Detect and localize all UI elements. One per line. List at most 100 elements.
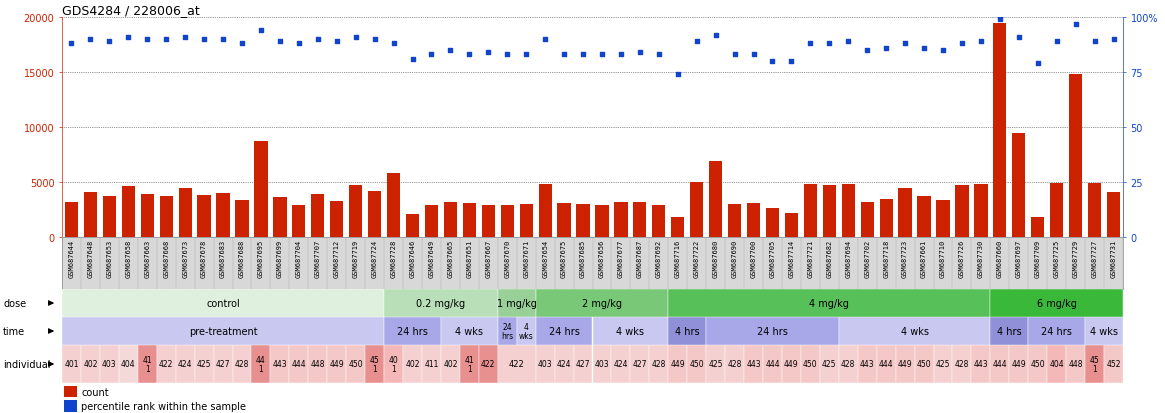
Text: 403: 403 bbox=[594, 360, 609, 369]
Text: percentile rank within the sample: percentile rank within the sample bbox=[82, 401, 246, 411]
Bar bbox=[103, 197, 117, 237]
Text: 448: 448 bbox=[311, 360, 325, 369]
Text: GSM687667: GSM687667 bbox=[486, 239, 492, 277]
Bar bbox=[1029, 345, 1047, 383]
Bar bbox=[176, 345, 195, 383]
Bar bbox=[706, 317, 839, 345]
Bar bbox=[917, 197, 931, 237]
Text: GSM687700: GSM687700 bbox=[750, 239, 756, 277]
Bar bbox=[536, 345, 555, 383]
Bar bbox=[669, 289, 990, 317]
Bar bbox=[877, 345, 896, 383]
Text: GSM687646: GSM687646 bbox=[410, 239, 416, 277]
Text: GSM687721: GSM687721 bbox=[807, 239, 813, 277]
Bar bbox=[1047, 345, 1066, 383]
Text: GSM687731: GSM687731 bbox=[1110, 239, 1116, 277]
Bar bbox=[990, 345, 1009, 383]
Bar bbox=[1085, 345, 1104, 383]
Bar bbox=[254, 142, 268, 237]
Text: 425: 425 bbox=[822, 360, 836, 369]
Text: 443: 443 bbox=[747, 360, 761, 369]
Text: 4 mg/kg: 4 mg/kg bbox=[810, 298, 849, 308]
Text: GSM687697: GSM687697 bbox=[1016, 239, 1022, 277]
Bar bbox=[744, 345, 763, 383]
Point bbox=[650, 52, 669, 59]
Bar bbox=[233, 345, 252, 383]
Text: 427: 427 bbox=[576, 360, 591, 369]
Point bbox=[726, 52, 744, 59]
Text: GSM687692: GSM687692 bbox=[656, 239, 662, 277]
Bar bbox=[62, 345, 80, 383]
Text: GSM687658: GSM687658 bbox=[126, 239, 132, 277]
Point bbox=[782, 59, 800, 65]
Text: GSM687723: GSM687723 bbox=[902, 239, 908, 277]
Bar bbox=[497, 289, 536, 317]
Bar bbox=[497, 317, 517, 345]
Bar bbox=[100, 345, 119, 383]
Bar bbox=[213, 345, 233, 383]
Point bbox=[612, 52, 630, 59]
Text: 449: 449 bbox=[670, 360, 685, 369]
Bar bbox=[861, 202, 874, 237]
Text: 425: 425 bbox=[197, 360, 211, 369]
Text: GSM687677: GSM687677 bbox=[617, 239, 624, 277]
Text: GSM687710: GSM687710 bbox=[940, 239, 946, 277]
Bar bbox=[804, 185, 817, 237]
Bar bbox=[536, 317, 593, 345]
Text: GSM687709: GSM687709 bbox=[1035, 239, 1040, 277]
Bar bbox=[990, 317, 1029, 345]
Text: 450: 450 bbox=[917, 360, 931, 369]
Bar bbox=[536, 289, 669, 317]
Text: 411: 411 bbox=[424, 360, 439, 369]
Bar bbox=[652, 206, 665, 237]
Bar bbox=[634, 202, 647, 237]
Point bbox=[403, 56, 422, 63]
Point bbox=[422, 52, 440, 59]
Bar bbox=[217, 194, 230, 237]
Bar bbox=[292, 206, 305, 237]
Text: GSM687651: GSM687651 bbox=[466, 239, 472, 277]
Bar bbox=[765, 209, 779, 237]
Bar bbox=[365, 345, 384, 383]
Text: GSM687704: GSM687704 bbox=[296, 239, 302, 277]
Bar bbox=[593, 317, 669, 345]
Point bbox=[839, 39, 857, 45]
Text: 425: 425 bbox=[935, 360, 951, 369]
Bar bbox=[820, 345, 839, 383]
Text: GSM687671: GSM687671 bbox=[523, 239, 529, 277]
Text: 450: 450 bbox=[803, 360, 818, 369]
Bar bbox=[555, 345, 573, 383]
Text: GSM687670: GSM687670 bbox=[504, 239, 510, 277]
Bar bbox=[800, 345, 820, 383]
Point bbox=[896, 41, 915, 47]
Point bbox=[1029, 61, 1047, 67]
Bar bbox=[1066, 345, 1085, 383]
Bar bbox=[178, 188, 192, 237]
Bar bbox=[403, 345, 422, 383]
Point bbox=[536, 37, 555, 43]
Text: GSM687665: GSM687665 bbox=[447, 239, 453, 277]
Text: GSM687668: GSM687668 bbox=[163, 239, 169, 277]
Text: GSM687690: GSM687690 bbox=[732, 239, 737, 277]
Text: GSM687653: GSM687653 bbox=[106, 239, 112, 277]
Bar bbox=[725, 345, 744, 383]
Text: GSM687688: GSM687688 bbox=[239, 239, 245, 277]
Point bbox=[460, 52, 479, 59]
Point bbox=[384, 41, 403, 47]
Point bbox=[763, 59, 782, 65]
Bar bbox=[577, 204, 589, 237]
Point bbox=[119, 34, 137, 41]
Point bbox=[327, 39, 346, 45]
Text: 427: 427 bbox=[216, 360, 231, 369]
Bar bbox=[630, 345, 649, 383]
Text: 449: 449 bbox=[1011, 360, 1026, 369]
Text: GSM687726: GSM687726 bbox=[959, 239, 965, 277]
Bar bbox=[955, 186, 968, 237]
Bar bbox=[65, 202, 78, 237]
Bar bbox=[972, 345, 990, 383]
Point bbox=[62, 41, 80, 47]
Bar bbox=[671, 218, 684, 237]
Point bbox=[1047, 39, 1066, 45]
Bar bbox=[1088, 184, 1101, 237]
Bar bbox=[119, 345, 137, 383]
